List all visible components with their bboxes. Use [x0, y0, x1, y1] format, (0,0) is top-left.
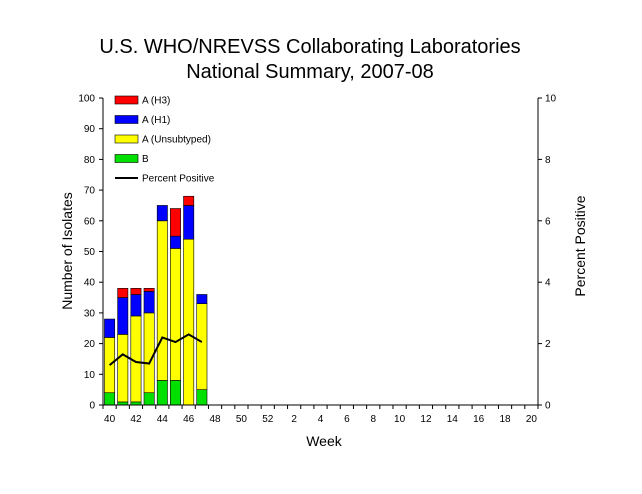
- y-tick-label: 80: [84, 155, 96, 166]
- bar-week-40-b: [104, 392, 116, 406]
- y2-axis-label: Percent Positive: [572, 195, 588, 296]
- x-tick-label: 2: [291, 414, 297, 425]
- bar-week-43-a-h3: [143, 288, 155, 292]
- x-tick-label: 44: [157, 414, 169, 425]
- legend-swatch-b: [114, 154, 139, 163]
- y2-tick-label: 2: [545, 339, 551, 350]
- bar-week-41-a-h1: [117, 297, 129, 335]
- bar-stacks: [104, 195, 208, 406]
- y-tick-label: 90: [84, 124, 96, 135]
- x-tick-label: 48: [209, 414, 221, 425]
- y-tick-label: 20: [84, 339, 96, 350]
- x-tick-label: 52: [262, 414, 274, 425]
- y2-tick-label: 0: [545, 401, 551, 412]
- x-tick-label: 14: [447, 414, 459, 425]
- bar-week-47-a-unsubtyped: [196, 303, 208, 390]
- bar-week-45-a-unsubtyped: [170, 248, 181, 381]
- y-tick-label: 60: [84, 216, 96, 227]
- y-tick-label: 40: [84, 278, 96, 289]
- y2-tick-label: 10: [545, 94, 557, 105]
- y-tick-label: 70: [84, 186, 96, 197]
- chart-title: U.S. WHO/NREVSS Collaborating Laboratori…: [99, 36, 520, 58]
- percent-positive-line-group: [108, 333, 203, 366]
- y-tick-label: 100: [78, 94, 95, 105]
- y-axis-label: Number of Isolates: [59, 192, 75, 310]
- x-tick-label: 40: [104, 414, 116, 425]
- x-tick-label: 10: [394, 414, 406, 425]
- x-tick-label: 6: [344, 414, 350, 425]
- bar-week-41-a-h3: [117, 288, 129, 298]
- legend-swatch-a-unsubtyped: [114, 134, 139, 144]
- legend-label-percent-positive: Percent Positive: [142, 174, 215, 185]
- x-axis-label: Week: [306, 433, 343, 449]
- bar-week-41-a-unsubtyped: [117, 334, 129, 403]
- bar-week-45-b: [170, 380, 181, 406]
- bar-week-45-a-h1: [170, 235, 181, 249]
- percent-positive-line: [108, 333, 203, 366]
- bar-week-43-a-h1: [143, 291, 155, 314]
- bar-week-46-a-unsubtyped: [183, 238, 195, 406]
- bar-week-42-a-h1: [130, 294, 142, 317]
- x-tick-label: 18: [499, 414, 511, 425]
- bar-week-46-a-h1: [183, 205, 195, 240]
- bar-week-40-a-unsubtyped: [104, 337, 116, 394]
- bar-week-40-a-h1: [104, 318, 116, 338]
- bar-week-44-a-h1: [156, 205, 168, 222]
- x-tick-label: 46: [183, 414, 195, 425]
- x-tick-label: 42: [130, 414, 142, 425]
- x-tick-label: 50: [236, 414, 248, 425]
- x-tick-label: 20: [526, 414, 538, 425]
- bar-week-47-a-h1: [196, 294, 208, 304]
- bar-week-44-b: [156, 380, 168, 406]
- x-tick-label: 8: [370, 414, 376, 425]
- legend-label-a-h3: A (H3): [142, 96, 170, 107]
- y2-tick-label: 8: [545, 155, 551, 166]
- bar-week-46-a-h3: [183, 195, 195, 206]
- bar-week-42-a-h3: [130, 288, 142, 295]
- x-tick-label: 12: [420, 414, 432, 425]
- legend-label-a-h1: A (H1): [142, 115, 170, 126]
- legend-label-a-unsubtyped: A (Unsubtyped): [142, 135, 211, 146]
- y-tick-label: 50: [84, 247, 96, 258]
- bar-week-43-a-unsubtyped: [143, 312, 155, 394]
- y2-tick-label: 4: [545, 278, 551, 289]
- y-tick-label: 0: [89, 401, 95, 412]
- y-tick-label: 10: [84, 370, 96, 381]
- y-ticks-left: 0 10 20 30 40 50 60 70 80 90 100: [78, 94, 103, 412]
- bar-week-44-a-unsubtyped: [156, 220, 168, 381]
- x-tick-label: 16: [473, 414, 485, 425]
- y2-tick-label: 6: [545, 216, 551, 227]
- legend-label-b: B: [142, 154, 149, 165]
- legend-swatch-a-h3: [114, 95, 139, 105]
- bar-week-43-b: [143, 392, 155, 406]
- chart-subtitle: National Summary, 2007-08: [186, 61, 434, 83]
- y-ticks-right: 0 2 4 6 8 10: [538, 94, 557, 412]
- legend-swatch-a-h1: [114, 115, 139, 124]
- bar-week-47-b: [196, 389, 208, 406]
- bar-week-45-a-h3: [170, 208, 181, 237]
- x-tick-label: 4: [318, 414, 324, 425]
- y-tick-label: 30: [84, 308, 96, 319]
- legend: A (H3) A (H1) A (Unsubtyped) B Percent Posit…: [114, 95, 215, 185]
- x-ticks: 40 42 44 46 48 50 52 2 4 6 8 10 12 14 16 18 20: [102, 405, 539, 425]
